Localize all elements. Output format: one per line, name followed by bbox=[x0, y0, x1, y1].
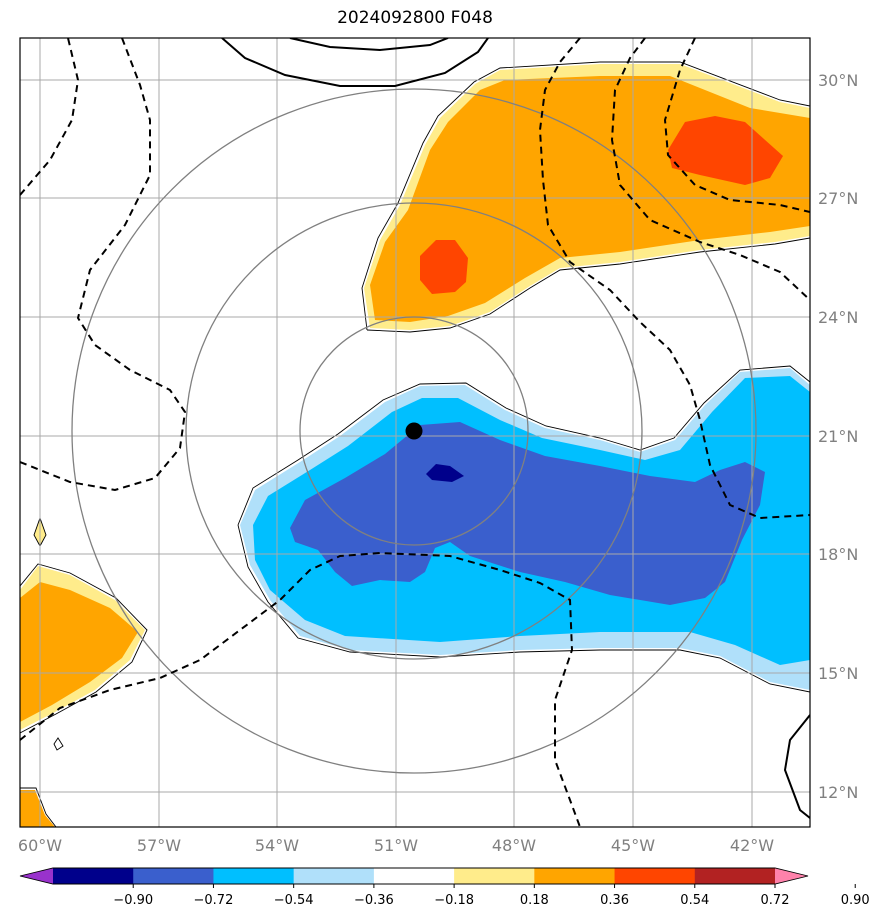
positive-core-north bbox=[420, 240, 468, 294]
positive-region-west bbox=[20, 582, 138, 722]
filled-contours bbox=[20, 64, 810, 827]
positive-region-southwest bbox=[20, 790, 55, 827]
map-title: 2024092800 F048 bbox=[337, 8, 493, 28]
colorbar-segment bbox=[293, 868, 375, 884]
colorbar-outline bbox=[19, 867, 809, 885]
solid-contours bbox=[221, 38, 810, 819]
lon-label-48w: 48°W bbox=[492, 836, 536, 855]
colorbar-segment bbox=[614, 868, 696, 884]
colorbar-label: −0.90 bbox=[113, 893, 153, 908]
lat-label-27: 27°N bbox=[818, 189, 858, 208]
negative-core bbox=[426, 464, 464, 482]
lat-label-24: 24°N bbox=[818, 308, 858, 327]
lon-label-42w: 42°W bbox=[730, 836, 774, 855]
colorbar-segment bbox=[694, 868, 776, 884]
latitude-labels: 30°N 27°N 24°N 21°N 18°N 15°N 12°N bbox=[818, 71, 858, 802]
lat-label-30: 30°N bbox=[818, 71, 858, 90]
colorbar-label: −0.18 bbox=[434, 893, 474, 908]
colorbar-extension-high bbox=[775, 868, 808, 884]
colorbar-label: −0.36 bbox=[354, 893, 394, 908]
range-ring-2 bbox=[185, 202, 643, 660]
lon-label-57w: 57°W bbox=[137, 836, 181, 855]
colorbar-segment bbox=[133, 868, 214, 884]
region-outlines bbox=[20, 61, 810, 827]
dashed-contours bbox=[20, 38, 810, 827]
lat-label-15: 15°N bbox=[818, 664, 858, 683]
colorbar-segment bbox=[53, 868, 134, 884]
range-ring-1 bbox=[299, 316, 529, 546]
colorbar-label: 0.54 bbox=[680, 893, 709, 908]
lon-label-45w: 45°W bbox=[611, 836, 655, 855]
plot-area bbox=[20, 38, 810, 827]
colorbar-segment bbox=[213, 868, 295, 884]
colorbar-segment bbox=[373, 868, 455, 884]
colorbar-label: 0.36 bbox=[600, 893, 629, 908]
positive-core-northeast bbox=[668, 116, 783, 185]
lon-label-54w: 54°W bbox=[255, 836, 299, 855]
plot-frame bbox=[19, 37, 811, 828]
colorbar-label: 0.72 bbox=[761, 893, 790, 908]
colorbar: −0.90 −0.72 −0.54 −0.36 −0.18 0.18 0.36 0.54 0.7… bbox=[19, 867, 870, 908]
colorbar-label: −0.54 bbox=[274, 893, 314, 908]
longitude-labels: 60°W 57°W 54°W 51°W 48°W 45°W 42°W bbox=[18, 836, 774, 855]
lat-label-12: 12°N bbox=[818, 783, 858, 802]
range-ring-3 bbox=[71, 88, 757, 774]
colorbar-segment bbox=[454, 868, 535, 884]
colorbar-segment bbox=[534, 868, 616, 884]
range-rings bbox=[71, 88, 757, 774]
negative-region-strong bbox=[290, 422, 765, 605]
lat-label-21: 21°N bbox=[818, 427, 858, 446]
lon-label-51w: 51°W bbox=[374, 836, 418, 855]
colorbar-label: 0.90 bbox=[841, 893, 870, 908]
lat-label-18: 18°N bbox=[818, 545, 858, 564]
storm-center-marker bbox=[405, 422, 423, 440]
lon-label-60w: 60°W bbox=[18, 836, 62, 855]
colorbar-label: 0.18 bbox=[520, 893, 549, 908]
colorbar-extension-low bbox=[20, 868, 53, 884]
colorbar-label: −0.72 bbox=[194, 893, 234, 908]
